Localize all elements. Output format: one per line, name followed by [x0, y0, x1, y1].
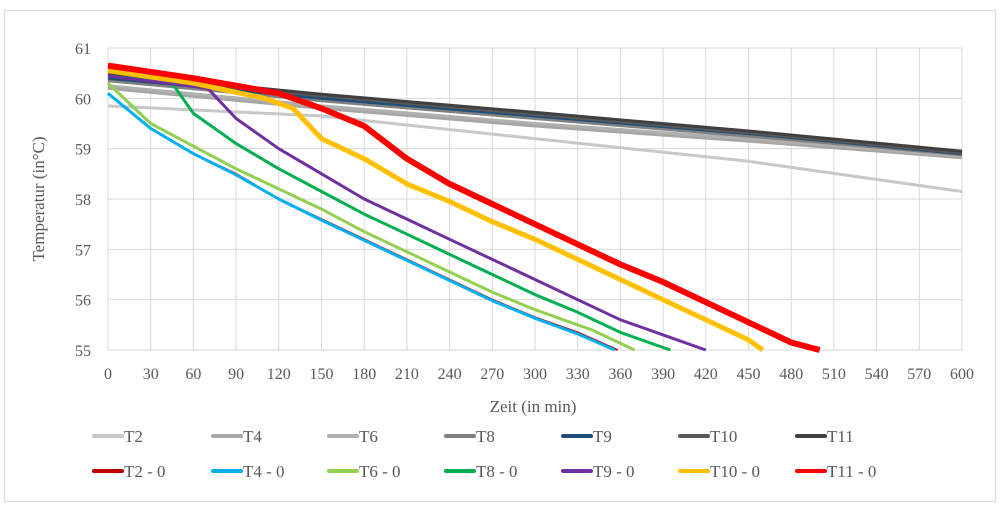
x-tick-label: 330	[566, 366, 590, 383]
x-tick-label: 180	[352, 366, 376, 383]
x-tick-label: 270	[480, 366, 504, 383]
y-tick-label: 59	[75, 142, 91, 159]
x-tick-label: 390	[651, 366, 675, 383]
x-tick-label: 600	[950, 366, 974, 383]
y-tick-label: 55	[75, 343, 91, 360]
series-line-T9-0	[107, 74, 707, 352]
legend: T2 T4 T6 T8 T9 T10 T11 T2 - 0 T4 - 0 T6 - 0 T8 - 0…	[92, 427, 876, 481]
y-tick-label: 57	[75, 242, 91, 259]
y-tick-label: 61	[75, 41, 91, 58]
x-tick-label: 90	[228, 366, 244, 383]
series-line-T11-0	[107, 62, 821, 353]
x-tick-label: 240	[438, 366, 462, 383]
x-tick-label: 360	[608, 366, 632, 383]
series-line-T6-0	[106, 82, 636, 352]
x-tick-label: 450	[737, 366, 761, 383]
y-tick-label: 60	[75, 91, 91, 108]
series-line-T10-0	[107, 68, 765, 353]
x-tick-label: 300	[523, 366, 547, 383]
legend-label: T11 - 0	[827, 462, 876, 481]
legend-label: T6 - 0	[359, 462, 401, 481]
x-tick-label: 30	[143, 366, 159, 383]
tick-labels: 0 30 60 90 120 150 180 210 240 270 300 330 360 390 420…	[75, 41, 974, 383]
legend-label: T10 - 0	[710, 462, 760, 481]
legend-label: T4 - 0	[243, 462, 285, 481]
legend-label: T10	[710, 427, 737, 446]
series-lines	[106, 62, 963, 353]
legend-label: T4	[243, 427, 262, 446]
y-axis-label: Temperatur (in°C)	[29, 136, 48, 261]
x-tick-label: 150	[310, 366, 334, 383]
x-tick-label: 480	[779, 366, 803, 383]
legend-label: T9 - 0	[593, 462, 635, 481]
x-tick-label: 510	[822, 366, 846, 383]
legend-label: T8 - 0	[476, 462, 518, 481]
x-tick-label: 60	[185, 366, 201, 383]
legend-label: T11	[827, 427, 854, 446]
legend-label: T2	[124, 427, 143, 446]
legend-label: T9	[593, 427, 612, 446]
x-tick-label: 570	[907, 366, 931, 383]
x-axis-label: Zeit (in min)	[490, 397, 577, 416]
y-tick-label: 58	[75, 192, 91, 209]
series-line-T6	[107, 84, 963, 158]
series-line-T2	[107, 104, 963, 193]
series-line-T4	[107, 86, 963, 160]
legend-label: T6	[359, 427, 378, 446]
x-tick-label: 540	[865, 366, 889, 383]
x-tick-label: 420	[694, 366, 718, 383]
x-tick-label: 210	[395, 366, 419, 383]
x-tick-label: 0	[104, 366, 112, 383]
legend-label: T2 - 0	[124, 462, 166, 481]
series-line-T4-0	[107, 92, 616, 352]
series-line-T8-0	[107, 74, 671, 352]
legend-label: T8	[476, 427, 495, 446]
x-tick-label: 120	[267, 366, 291, 383]
y-tick-label: 56	[75, 293, 91, 310]
